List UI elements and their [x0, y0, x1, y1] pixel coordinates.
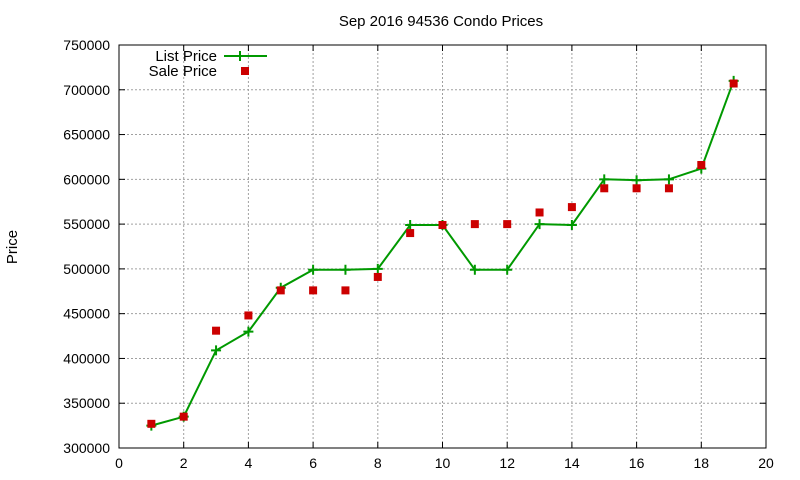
list-price-point: [599, 174, 610, 185]
sale-price-point: [600, 184, 609, 193]
y-tick-label: 600000: [63, 171, 110, 187]
list-price-point: [372, 263, 383, 274]
x-tick-label: 16: [629, 455, 645, 471]
sale-price-point: [212, 326, 221, 335]
y-tick-label: 700000: [63, 82, 110, 98]
list-price-point: [566, 220, 577, 231]
y-tick-label: 500000: [63, 261, 110, 277]
sale-price-point: [244, 311, 253, 320]
list-price-point: [663, 174, 674, 185]
series: [146, 75, 739, 431]
sale-price-point: [276, 286, 285, 295]
legend-label-list-price: List Price: [155, 48, 217, 65]
sale-price-point: [470, 220, 479, 229]
sale-price-point: [406, 229, 415, 238]
x-tick-label: 18: [694, 455, 710, 471]
x-tick-label: 12: [499, 455, 515, 471]
sale-price-point: [535, 208, 544, 217]
sale-price-point: [438, 221, 447, 230]
grid: [119, 45, 766, 448]
y-tick-label: 400000: [63, 350, 110, 366]
y-tick-label: 450000: [63, 306, 110, 322]
plot-frame: [118, 44, 767, 449]
list-price-point: [340, 264, 351, 275]
x-tick-label: 0: [115, 455, 123, 471]
sale-price-point: [632, 184, 641, 193]
sale-price-point: [503, 220, 512, 229]
legend-marker-list-price: [235, 51, 245, 61]
list-price-point: [243, 326, 254, 337]
legend-label-sale-price: Sale Price: [149, 63, 217, 80]
sale-price-point: [147, 419, 156, 428]
list-price-point: [502, 264, 513, 275]
y-axis-label: Price: [4, 230, 21, 264]
legend: List Price Sale Price: [149, 48, 267, 80]
sale-price-point: [373, 272, 382, 281]
x-tick-label: 8: [374, 455, 382, 471]
list-price-point: [534, 219, 545, 230]
x-tick-label: 10: [435, 455, 451, 471]
list-price-point: [405, 220, 416, 231]
list-price-point: [469, 264, 480, 275]
x-tick-label: 2: [180, 455, 188, 471]
x-tick-label: 6: [309, 455, 317, 471]
chart-title: Sep 2016 94536 Condo Prices: [339, 13, 543, 30]
y-tick-label: 350000: [63, 395, 110, 411]
sale-price-point: [341, 286, 350, 295]
sale-price-point: [664, 184, 673, 193]
list-price-point: [211, 345, 222, 356]
x-tick-label: 20: [758, 455, 774, 471]
sale-price-point: [697, 161, 706, 170]
list-price-point: [308, 264, 319, 275]
x-tick-label: 14: [564, 455, 580, 471]
sale-price-point: [729, 79, 738, 88]
sale-price-point: [567, 203, 576, 212]
y-tick-label: 750000: [63, 37, 110, 53]
list-price-point: [631, 175, 642, 186]
x-tick-label: 4: [245, 455, 253, 471]
y-tick-label: 300000: [63, 440, 110, 456]
legend-marker-sale-price: [241, 67, 249, 75]
y-tick-label: 650000: [63, 127, 110, 143]
sale-price-point: [179, 412, 188, 421]
sale-price-point: [309, 286, 318, 295]
y-tick-label: 550000: [63, 216, 110, 232]
tick-labels: 0 2 4 6 8 10 12 14 16 18 20 300000 350000 400000 45000…: [63, 37, 774, 471]
